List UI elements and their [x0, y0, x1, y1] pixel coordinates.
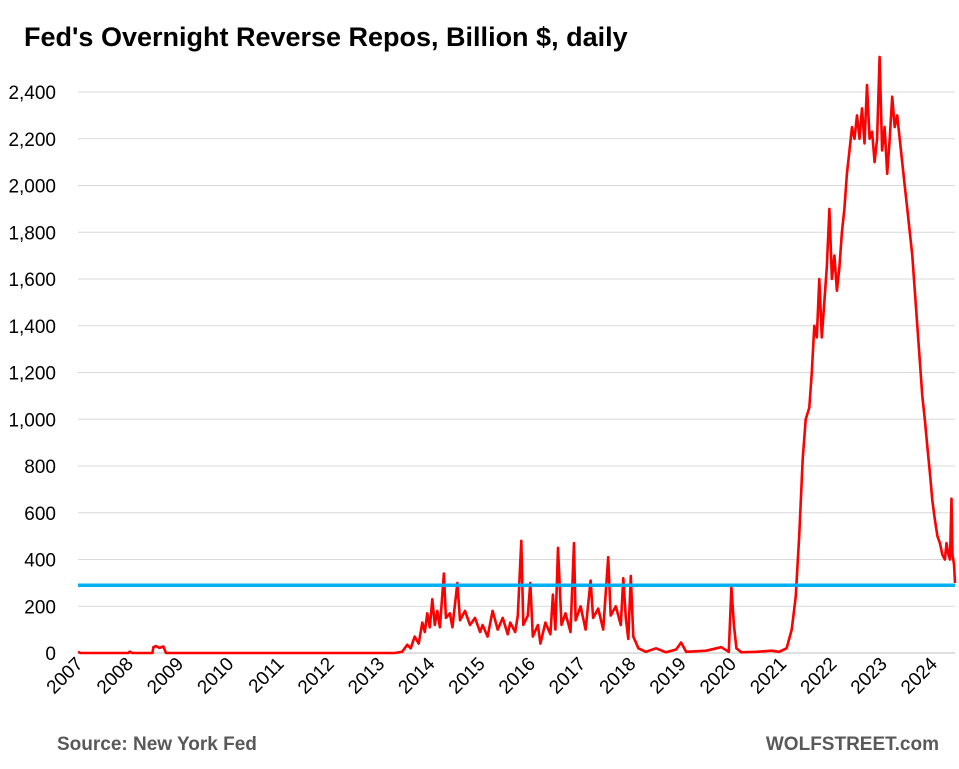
- x-tick-label: 2016: [495, 654, 540, 699]
- x-tick-label: 2014: [395, 653, 440, 698]
- x-tick: 2022: [797, 654, 842, 699]
- x-tick-label: 2008: [93, 654, 138, 699]
- source-note: Source: New York Fed: [57, 734, 257, 755]
- y-tick-label: 600: [24, 504, 56, 525]
- x-tick: 2014: [395, 653, 440, 698]
- x-tick: 2016: [495, 654, 540, 699]
- x-tick-label: 2012: [294, 654, 339, 699]
- x-tick-label: 2019: [646, 654, 691, 699]
- y-tick-label: 2,400: [8, 83, 56, 104]
- y-tick-label: 1,400: [8, 317, 56, 338]
- y-tick-label: 2,200: [8, 130, 56, 151]
- x-axis-labels: 2007 2008 2009 2010 2011 2012 2013 2014 2015 2016…: [43, 653, 942, 698]
- y-tick-label: 200: [24, 597, 56, 618]
- x-tick-label: 2022: [797, 654, 842, 699]
- x-tick-label: 2017: [545, 654, 590, 699]
- x-tick-label: 2018: [596, 654, 641, 699]
- brand-note: WOLFSTREET.com: [765, 734, 939, 755]
- x-tick: 2010: [194, 654, 239, 699]
- x-tick-label: 2009: [143, 654, 188, 699]
- y-tick-label: 1,000: [8, 410, 56, 431]
- x-tick-label: 2023: [847, 654, 892, 699]
- x-tick: 2019: [646, 654, 691, 699]
- gridlines: [78, 91, 955, 607]
- y-tick-label: 800: [24, 457, 56, 478]
- x-tick: 2012: [294, 654, 339, 699]
- series-line: [77, 55, 957, 655]
- x-tick: 2020: [696, 654, 741, 699]
- x-tick-label: 2010: [194, 654, 239, 699]
- x-tick-label: 2020: [696, 654, 741, 699]
- x-tick: 2021: [746, 654, 791, 699]
- y-tick-label: 0: [45, 644, 56, 665]
- chart-title: Fed's Overnight Reverse Repos, Billion $…: [24, 22, 628, 52]
- x-tick: 2023: [847, 654, 892, 699]
- x-tick: 2013: [344, 654, 389, 699]
- y-tick-label: 1,600: [8, 270, 56, 291]
- series-layer: [77, 55, 957, 655]
- x-tick-label: 2011: [245, 654, 289, 698]
- x-tick: 2011: [245, 654, 289, 698]
- x-tick: 2024: [897, 653, 942, 698]
- y-tick-label: 1,800: [8, 223, 56, 244]
- x-tick-label: 2021: [746, 654, 791, 699]
- x-tick: 2018: [596, 654, 641, 699]
- x-tick: 2015: [445, 654, 490, 699]
- x-tick: 2008: [93, 654, 138, 699]
- y-tick-label: 400: [24, 551, 56, 572]
- x-tick: 2009: [143, 654, 188, 699]
- y-tick-label: 2,000: [8, 177, 56, 198]
- y-axis: 0 200 400 600 800 1,000 1,200 1,400 1,600 1,800 2,…: [8, 83, 56, 665]
- x-tick-label: 2024: [897, 653, 942, 698]
- x-tick: 2017: [545, 654, 590, 699]
- x-tick-label: 2015: [445, 654, 490, 699]
- x-tick-label: 2013: [344, 654, 389, 699]
- y-tick-label: 1,200: [8, 364, 56, 385]
